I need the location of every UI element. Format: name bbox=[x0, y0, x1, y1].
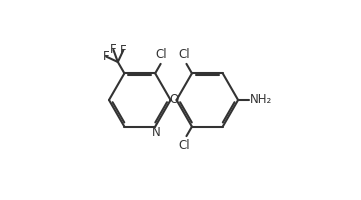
Text: F: F bbox=[120, 44, 127, 57]
Text: O: O bbox=[169, 93, 178, 106]
Text: F: F bbox=[103, 50, 109, 63]
Text: Cl: Cl bbox=[156, 48, 168, 61]
Text: F: F bbox=[110, 43, 117, 56]
Text: N: N bbox=[152, 126, 161, 139]
Text: Cl: Cl bbox=[179, 48, 190, 61]
Text: NH₂: NH₂ bbox=[250, 93, 272, 106]
Text: Cl: Cl bbox=[179, 139, 190, 152]
